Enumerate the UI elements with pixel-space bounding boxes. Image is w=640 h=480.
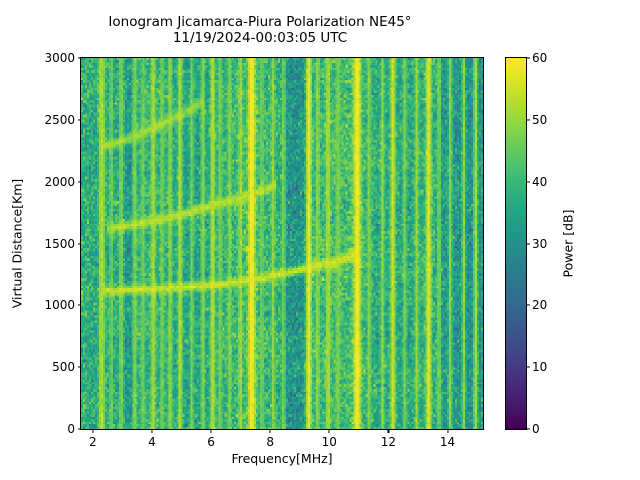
- y-tick-label: 3000: [44, 51, 75, 65]
- colorbar-tick-label: 30: [532, 236, 548, 251]
- y-axis-label: Virtual Distance[Km]: [9, 57, 25, 430]
- x-tick-label: 2: [88, 435, 97, 449]
- y-tick-label: 1000: [44, 298, 75, 313]
- x-axis-label: Frequency[MHz]: [231, 451, 333, 466]
- x-tick-label: 6: [207, 435, 215, 449]
- y-tick-label: 0: [67, 422, 75, 436]
- colorbar-tick-mark: [526, 57, 530, 59]
- colorbar-label: Power [dB]: [560, 57, 576, 430]
- y-tick-mark: [77, 304, 81, 306]
- ionogram-axes[interactable]: 0 500 1000 1500 2000 2500 3000 2 4 6 8 10 12 14: [44, 51, 484, 449]
- x-tick-mark: [92, 429, 94, 433]
- y-tick-mark: [77, 57, 81, 59]
- x-tick-mark: [151, 429, 153, 433]
- y-tick-mark: [77, 366, 81, 368]
- y-tick-label: 2000: [44, 174, 75, 189]
- y-tick-mark: [77, 119, 81, 121]
- colorbar-tick-label: 60: [532, 51, 548, 65]
- colorbar[interactable]: 0 10 20 30 40 50 60: [505, 51, 547, 436]
- colorbar-label-text: Power [dB]: [560, 209, 576, 278]
- colorbar-tick-mark: [526, 428, 530, 430]
- x-tick-label: 10: [321, 435, 337, 449]
- x-tick-mark: [387, 429, 389, 433]
- x-tick-mark: [210, 429, 212, 433]
- y-axis-label-text: Virtual Distance[Km]: [9, 178, 25, 309]
- colorbar-tick-mark: [526, 119, 530, 121]
- x-tick-label: 14: [439, 435, 456, 449]
- colorbar-tick-mark: [526, 242, 530, 245]
- figure-title: Ionogram Jicamarca-Piura Polarization NE…: [108, 14, 412, 46]
- y-tick-label: 2500: [44, 112, 75, 127]
- x-tick-label: 8: [266, 435, 274, 449]
- colorbar-tick-mark: [526, 304, 530, 306]
- x-tick-mark: [269, 429, 271, 433]
- colorbar-tick-label: 10: [532, 360, 548, 375]
- colorbar-tick-mark: [526, 181, 530, 183]
- colorbar-tick-mark: [526, 366, 530, 368]
- x-tick-mark: [328, 429, 330, 433]
- colorbar-tick-label: 40: [532, 174, 548, 189]
- y-tick-mark: [77, 428, 81, 430]
- colorbar-tick-label: 20: [532, 298, 548, 313]
- x-tick-mark: [446, 429, 449, 433]
- colorbar-tick-label: 50: [532, 112, 548, 127]
- colorbar-tick-label: 0: [532, 422, 540, 436]
- x-tick-label: 4: [148, 435, 156, 449]
- y-tick-label: 500: [52, 360, 75, 375]
- y-tick-label: 1500: [44, 236, 75, 251]
- x-tick-label: 12: [380, 435, 397, 449]
- y-tick-mark: [77, 181, 81, 183]
- y-tick-mark: [77, 242, 81, 245]
- colorbar-gradient: [506, 58, 526, 429]
- ionogram-heatmap: [81, 58, 483, 429]
